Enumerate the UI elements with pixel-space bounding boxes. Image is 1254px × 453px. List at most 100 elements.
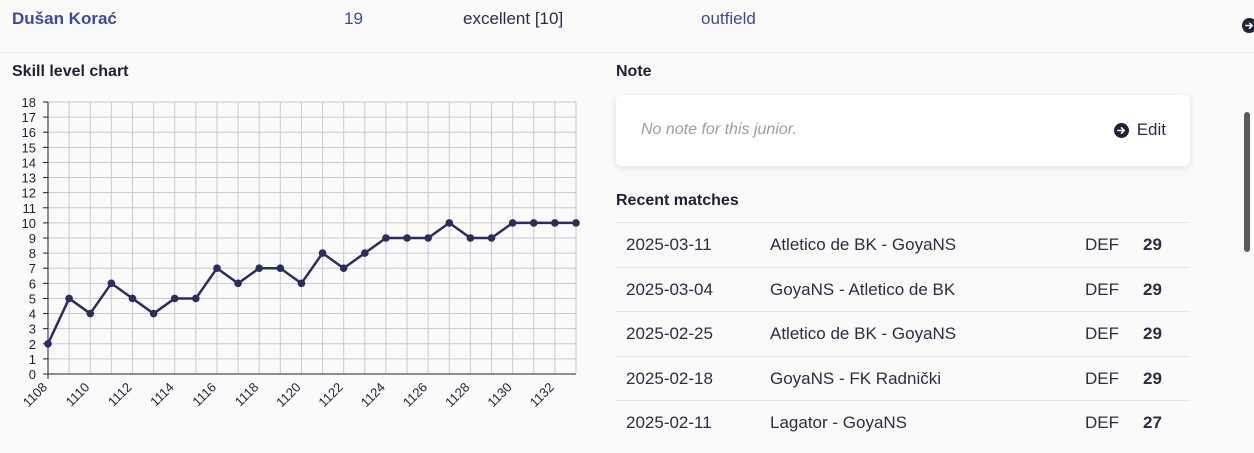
data-point	[44, 340, 52, 348]
x-tick-label: 1114	[147, 380, 177, 410]
y-tick-label: 6	[29, 276, 36, 291]
data-point	[213, 264, 221, 272]
y-tick-label: 0	[29, 367, 36, 382]
recent-matches-title: Recent matches	[616, 192, 739, 210]
data-point	[171, 295, 179, 303]
recent-matches-list: 2025-03-11 Atletico de BK - GoyaNS DEF 29 20…	[616, 222, 1190, 445]
data-point	[530, 219, 538, 227]
edit-label: Edit	[1137, 120, 1166, 140]
y-tick-label: 5	[29, 291, 36, 306]
y-tick-label: 8	[29, 246, 36, 261]
data-point	[86, 310, 94, 318]
player-position: outfield	[701, 9, 756, 29]
contract-label: Contract	[1242, 18, 1254, 38]
match-teams: Atletico de BK - GoyaNS	[770, 324, 956, 344]
circle-arrow-right-icon	[1114, 123, 1129, 138]
data-point	[192, 295, 200, 303]
note-text: No note for this junior.	[641, 121, 797, 139]
y-tick-label: 11	[23, 201, 37, 216]
match-row[interactable]: 2025-02-25 Atletico de BK - GoyaNS DEF 29	[616, 311, 1190, 356]
edit-note-button[interactable]: Edit	[1114, 120, 1166, 140]
match-row[interactable]: 2025-03-04 GoyaNS - Atletico de BK DEF 29	[616, 267, 1190, 312]
match-rating: 29	[1143, 280, 1162, 300]
data-point	[403, 234, 411, 242]
data-point	[467, 234, 475, 242]
x-tick-label: 1118	[232, 380, 262, 410]
player-quality: excellent [10]	[463, 9, 563, 29]
skill-chart: 0 1 2 3 4 5 6 7 8 9 10 11 12 13 14 15 16 17 18 1108 1110 1112…	[0, 90, 590, 448]
y-tick-label: 10	[22, 216, 36, 231]
match-position: DEF	[1085, 235, 1119, 255]
y-tick-label: 15	[22, 140, 36, 155]
data-point	[277, 264, 285, 272]
match-date: 2025-02-11	[626, 413, 712, 433]
x-tick-label: 1124	[358, 380, 388, 410]
y-tick-label: 9	[29, 231, 36, 246]
header-divider	[0, 52, 1254, 53]
data-point	[361, 249, 369, 257]
data-point	[445, 219, 453, 227]
x-tick-label: 1132	[527, 380, 557, 410]
data-point	[234, 280, 242, 288]
data-point	[551, 219, 559, 227]
match-position: DEF	[1085, 324, 1119, 344]
data-point	[382, 234, 390, 242]
data-point	[108, 280, 116, 288]
y-tick-label: 7	[29, 261, 36, 276]
y-tick-label: 18	[22, 95, 36, 110]
note-title: Note	[616, 63, 652, 81]
match-date: 2025-02-18	[626, 369, 713, 389]
y-tick-label: 12	[22, 186, 36, 201]
match-position: DEF	[1085, 280, 1119, 300]
x-tick-label: 1120	[273, 380, 303, 410]
note-card: No note for this junior. Edit	[616, 95, 1190, 166]
match-row[interactable]: 2025-03-11 Atletico de BK - GoyaNS DEF 29	[616, 222, 1190, 267]
match-rating: 29	[1143, 369, 1162, 389]
x-tick-label: 1130	[484, 380, 514, 410]
data-point	[129, 295, 137, 303]
x-tick-label: 1108	[20, 380, 50, 410]
y-tick-label: 17	[22, 110, 36, 125]
match-rating: 29	[1143, 324, 1162, 344]
x-tick-label: 1126	[400, 380, 430, 410]
chart-title: Skill level chart	[12, 63, 129, 81]
match-rating: 27	[1143, 413, 1162, 433]
data-point	[255, 264, 263, 272]
y-tick-label: 13	[22, 171, 36, 186]
player-name-link[interactable]: Dušan Korać	[12, 9, 117, 29]
data-point	[150, 310, 158, 318]
data-point	[424, 234, 432, 242]
data-point	[298, 280, 306, 288]
match-date: 2025-03-04	[626, 280, 713, 300]
match-row[interactable]: 2025-02-18 GoyaNS - FK Radnički DEF 29	[616, 356, 1190, 401]
match-teams: Atletico de BK - GoyaNS	[770, 235, 956, 255]
match-teams: GoyaNS - FK Radnički	[770, 369, 941, 389]
y-tick-label: 4	[29, 307, 36, 322]
scrollbar-thumb[interactable]	[1244, 112, 1250, 252]
x-tick-label: 1112	[105, 380, 135, 410]
data-point	[319, 249, 327, 257]
y-tick-label: 2	[29, 337, 36, 352]
x-tick-label: 1116	[189, 380, 219, 410]
data-point	[509, 219, 517, 227]
x-tick-label: 1122	[315, 380, 345, 410]
y-tick-label: 16	[22, 125, 36, 140]
match-rating: 29	[1143, 235, 1162, 255]
match-position: DEF	[1085, 413, 1119, 433]
match-teams: GoyaNS - Atletico de BK	[770, 280, 955, 300]
match-teams: Lagator - GoyaNS	[770, 413, 907, 433]
x-tick-label: 1128	[442, 380, 472, 410]
y-tick-label: 3	[29, 322, 36, 337]
match-date: 2025-03-11	[626, 235, 712, 255]
y-tick-label: 14	[22, 155, 36, 170]
y-tick-label: 1	[29, 352, 36, 367]
match-date: 2025-02-25	[626, 324, 713, 344]
data-point	[572, 219, 580, 227]
data-point	[488, 234, 496, 242]
match-position: DEF	[1085, 369, 1119, 389]
match-row[interactable]: 2025-02-11 Lagator - GoyaNS DEF 27	[616, 400, 1190, 445]
player-age: 19	[344, 9, 363, 29]
player-header: Dušan Korać 19 excellent [10] outfield C…	[0, 0, 1254, 40]
x-tick-label: 1110	[63, 380, 93, 410]
